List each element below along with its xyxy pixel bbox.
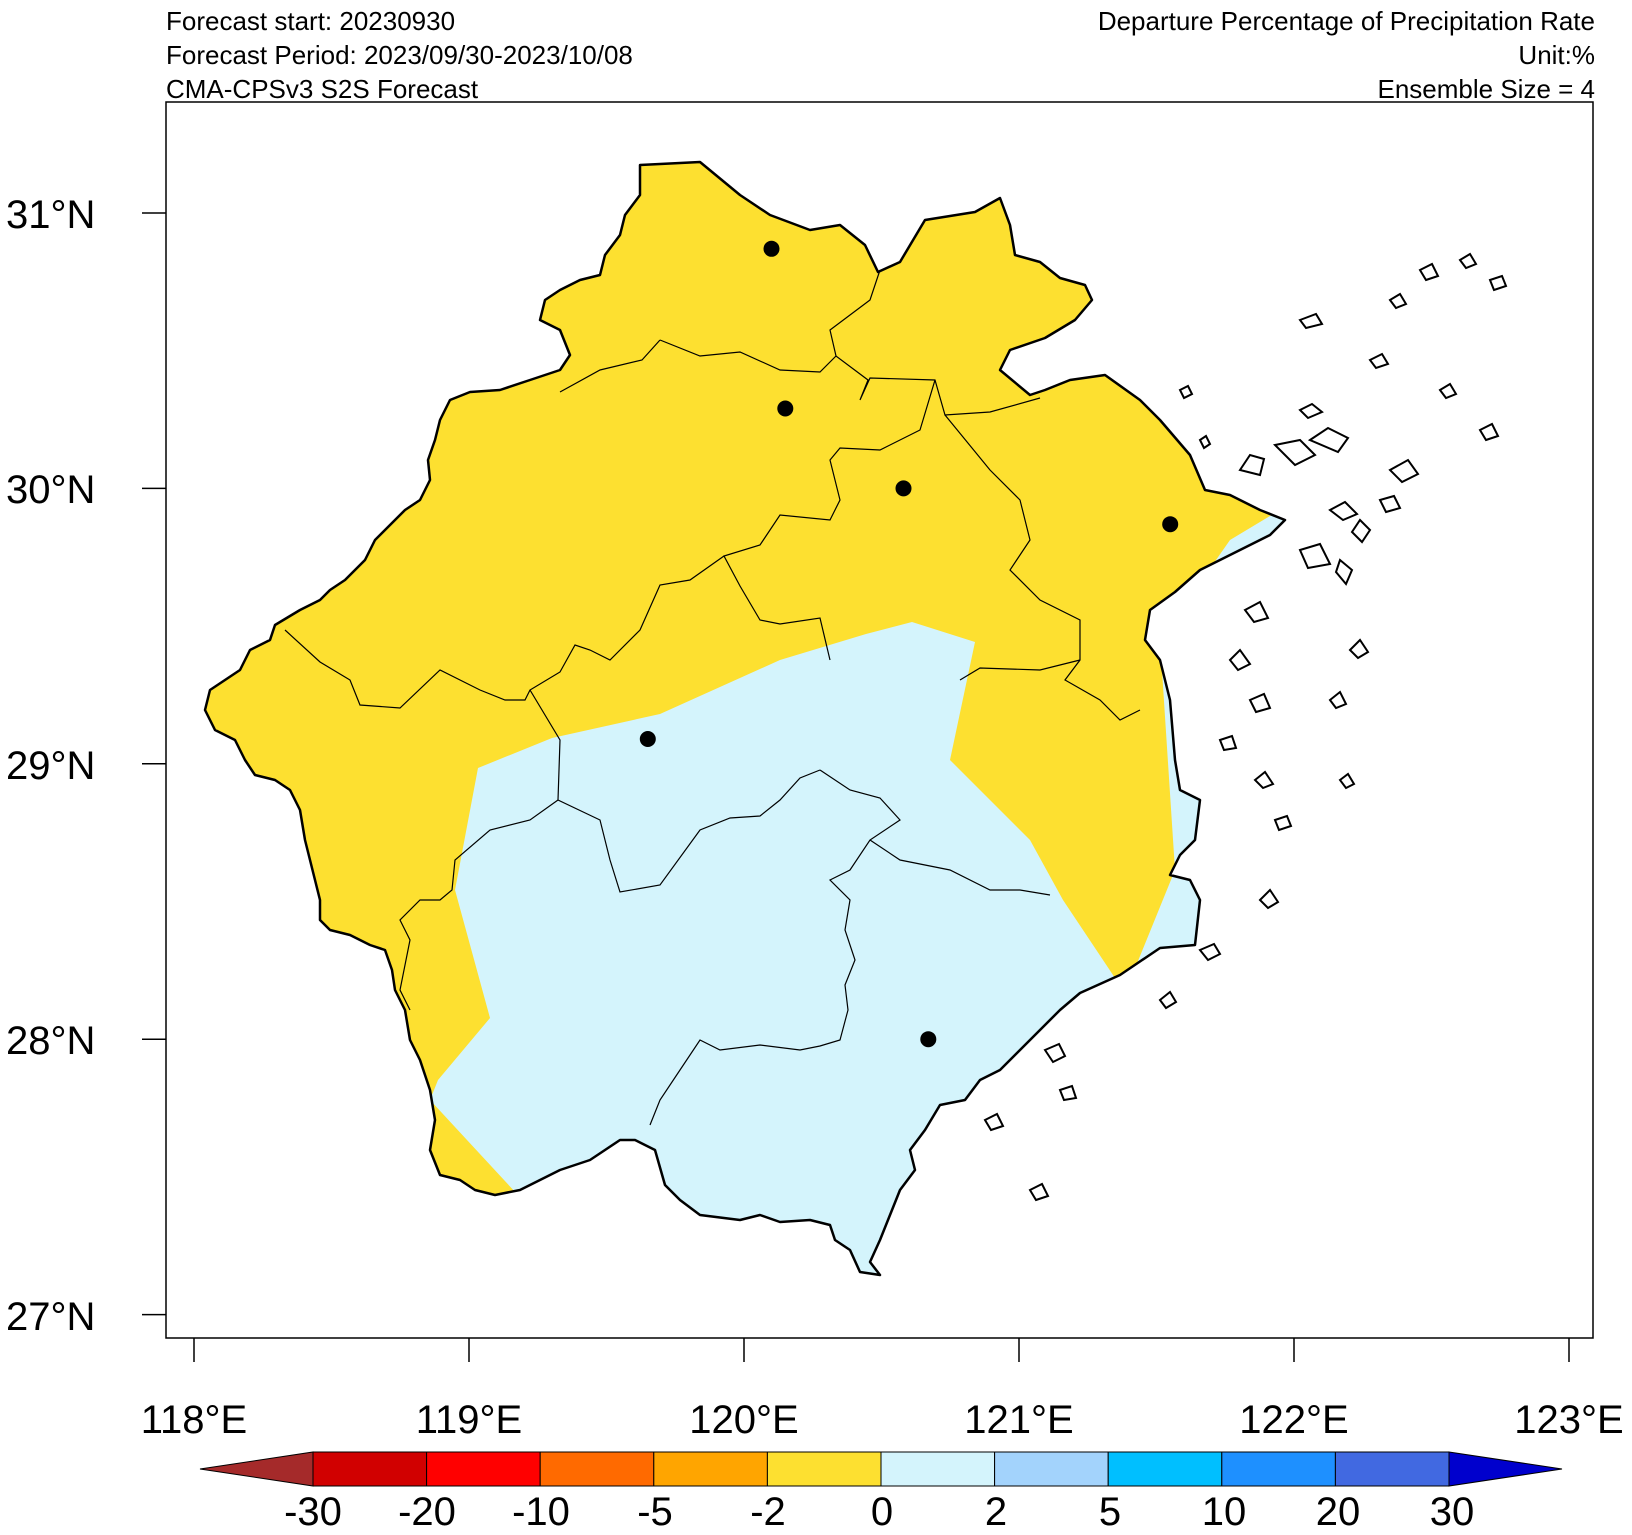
lat-label-31: 31°N — [6, 193, 96, 237]
lon-label-121: 121°E — [964, 1398, 1074, 1442]
island-shape — [1238, 453, 1266, 477]
colorbar-box — [1221, 1451, 1336, 1487]
island-shape — [1438, 382, 1458, 400]
colorbar-box — [312, 1451, 428, 1487]
colorbar-box — [880, 1451, 996, 1487]
island-shape — [1253, 770, 1275, 790]
colorbar-label: -5 — [637, 1490, 673, 1534]
island-shape — [1388, 458, 1420, 484]
island-shape — [1334, 558, 1354, 586]
colorbar-label: -2 — [750, 1490, 786, 1534]
island-shape — [1272, 438, 1317, 467]
station-marker — [639, 731, 656, 747]
island-shape — [1028, 1182, 1050, 1202]
ensemble-size-text: Ensemble Size = 4 — [1377, 74, 1595, 104]
island-shape — [1248, 692, 1272, 714]
lon-label-118: 118°E — [140, 1398, 248, 1442]
island-shape — [1378, 494, 1402, 514]
colorbar-label: -10 — [512, 1490, 570, 1534]
island-shape — [1198, 942, 1222, 962]
island-shape — [1368, 352, 1390, 370]
colorbar-box — [539, 1451, 655, 1487]
lon-label-122: 122°E — [1239, 1398, 1349, 1442]
colorbar-box — [426, 1451, 541, 1487]
colorbar-label: 10 — [1201, 1490, 1247, 1534]
island-shape — [1158, 990, 1178, 1010]
model-name-text: CMA-CPSv3 S2S Forecast — [166, 74, 479, 104]
lat-label-27: 27°N — [6, 1295, 96, 1339]
colorbar-box — [1334, 1451, 1450, 1487]
island-shape — [1228, 648, 1252, 672]
island-shape — [1258, 888, 1280, 910]
island-shape — [1178, 384, 1194, 400]
map-title-text: Departure Percentage of Precipitation Ra… — [1097, 6, 1595, 36]
coastal-islands — [983, 252, 1508, 1202]
lon-label-120: 120°E — [689, 1398, 799, 1442]
colorbar-label: 5 — [1098, 1490, 1122, 1534]
colorbar-label: 2 — [984, 1490, 1008, 1534]
colorbar-label: 20 — [1315, 1490, 1361, 1534]
colorbar-label: -20 — [398, 1490, 456, 1534]
island-shape — [1348, 638, 1370, 660]
island-shape — [1328, 690, 1348, 710]
colorbar-box — [1107, 1451, 1223, 1487]
island-shape — [1350, 518, 1372, 544]
island-shape — [1198, 434, 1212, 450]
island-shape — [1218, 734, 1238, 752]
colorbar-box — [653, 1451, 768, 1487]
colorbar-box — [994, 1451, 1109, 1487]
island-shape — [1273, 814, 1293, 832]
island-shape — [1338, 772, 1356, 790]
island-shape — [1058, 1084, 1078, 1102]
colorbar-box — [766, 1451, 882, 1487]
island-shape — [983, 1112, 1005, 1132]
station-marker — [777, 400, 794, 417]
station-marker — [763, 240, 780, 257]
island-shape — [1307, 426, 1350, 454]
island-shape — [1328, 500, 1359, 522]
colorbar-label: 0 — [870, 1490, 894, 1534]
forecast-start-text: Forecast start: 20230930 — [166, 6, 456, 36]
lat-label-30: 30°N — [6, 468, 96, 512]
island-shape — [1458, 252, 1478, 270]
station-marker — [1162, 516, 1179, 533]
header-left: Forecast start: 20230930 Forecast Period… — [166, 4, 633, 106]
island-shape — [1243, 600, 1270, 624]
unit-text: Unit:% — [1518, 40, 1595, 70]
station-marker — [895, 480, 912, 497]
colorbar-label: -30 — [284, 1490, 342, 1534]
header-right: Departure Percentage of Precipitation Ra… — [1098, 4, 1595, 106]
island-shape — [1388, 292, 1408, 310]
forecast-period-text: Forecast Period: 2023/09/30-2023/10/08 — [166, 40, 633, 70]
station-marker — [920, 1031, 937, 1048]
lat-label-29: 29°N — [6, 744, 96, 788]
island-shape — [1418, 262, 1440, 282]
island-shape — [1488, 274, 1508, 292]
island-shape — [1478, 422, 1500, 442]
island-shape — [1298, 542, 1332, 570]
lon-label-123: 123°E — [1514, 1398, 1624, 1442]
lat-label-28: 28°N — [6, 1019, 96, 1063]
city-stations — [639, 240, 1179, 1048]
island-shape — [1298, 402, 1324, 420]
lon-label-119: 119°E — [415, 1398, 523, 1442]
colorbar-arrow-low — [199, 1451, 314, 1487]
island-shape — [1043, 1042, 1067, 1064]
colorbar-arrow-high — [1448, 1451, 1563, 1487]
province-boundary — [203, 160, 1287, 1277]
plot-frame — [165, 101, 1594, 1339]
colorbar — [199, 1451, 1563, 1487]
axis-ticks — [142, 212, 1570, 1362]
island-shape — [1298, 312, 1324, 330]
prefecture-boundaries — [284, 269, 1141, 1126]
colorbar-label: 30 — [1429, 1490, 1475, 1534]
